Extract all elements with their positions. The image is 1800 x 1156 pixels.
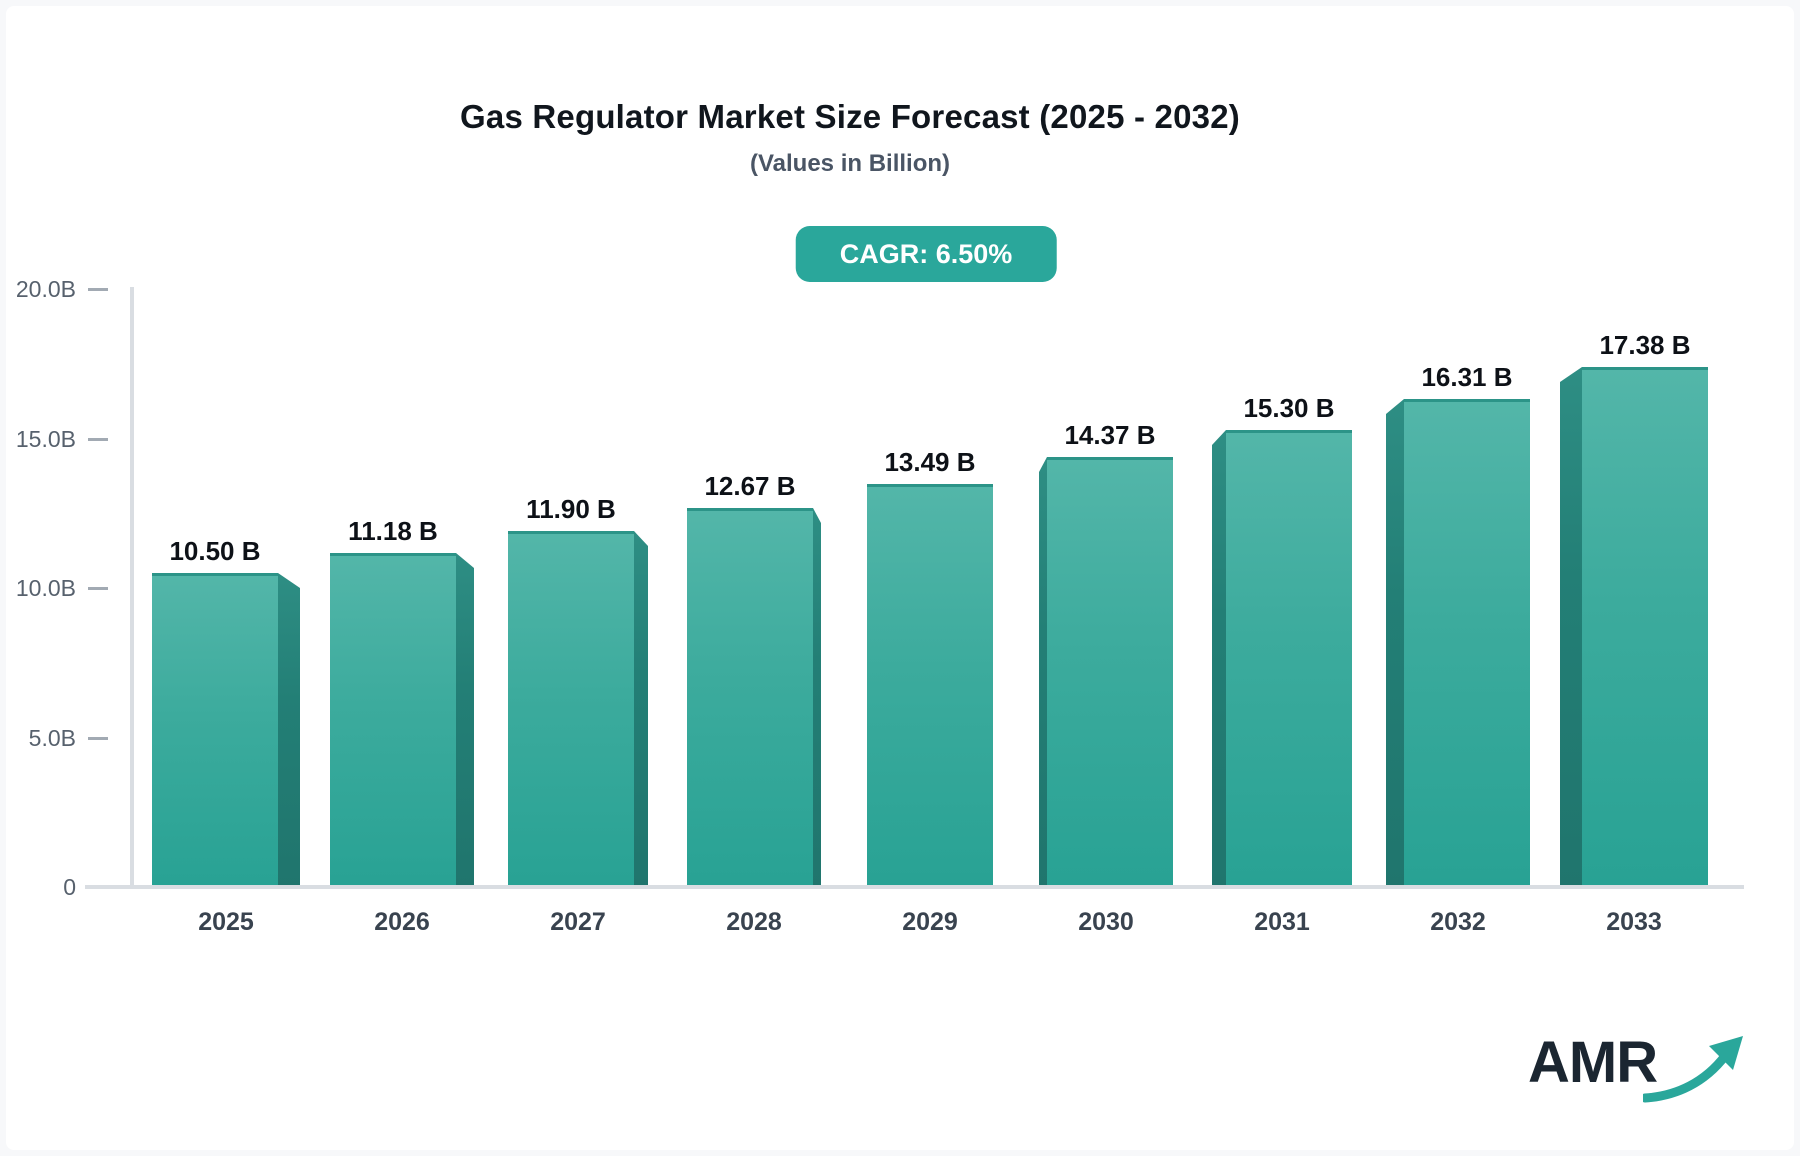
- bar-value-label: 10.50 B: [169, 536, 261, 566]
- x-axis-line: [85, 885, 1744, 889]
- logo-text: AMR: [1528, 1030, 1658, 1095]
- bar-side-face: [634, 531, 648, 887]
- bar: [1560, 367, 1708, 887]
- y-tick-dash: [88, 288, 108, 291]
- bar-side-face: [278, 573, 300, 887]
- bar: [152, 573, 300, 887]
- x-tick-label: 2028: [726, 908, 782, 936]
- bar-value-label: 13.49 B: [884, 447, 976, 477]
- bar-main-face: [1226, 430, 1352, 887]
- bar-side-face: [1560, 367, 1582, 887]
- x-tick-label: 2033: [1606, 908, 1662, 936]
- bar: [508, 531, 648, 887]
- bar-value-label: 16.31 B: [1421, 362, 1513, 392]
- bar-main-face: [152, 573, 278, 887]
- y-tick-label: 20.0B: [15, 276, 76, 302]
- bar-chart-plot-area: 20.0B 15.0B 10.0B 5.0B 0 10.50 B 2025 11.18 B 20…: [6, 6, 1794, 1150]
- y-tick-dash: [88, 587, 108, 590]
- y-tick-label: 0: [63, 874, 76, 900]
- y-tick-label: 10.0B: [15, 575, 76, 601]
- bar: [867, 484, 993, 887]
- chart-title: Gas Regulator Market Size Forecast (2025…: [460, 98, 1240, 135]
- bar-value-label: 11.90 B: [526, 494, 616, 524]
- bar: [1039, 457, 1173, 887]
- x-tick-label: 2029: [902, 908, 958, 936]
- chart-subtitle: (Values in Billion): [749, 150, 951, 177]
- bar: [330, 553, 474, 887]
- x-tick-label: 2027: [550, 908, 606, 936]
- bar-value-label: 17.38 B: [1599, 330, 1691, 360]
- bar-main-face: [330, 553, 456, 887]
- bar: [1212, 430, 1352, 887]
- bar-main-face: [508, 531, 634, 887]
- amr-logo: AMR: [1528, 1032, 1747, 1104]
- bar-value-label: 15.30 B: [1243, 393, 1335, 423]
- bar-side-face: [1212, 430, 1226, 887]
- chart-card: Gas Regulator Market Size Forecast (2025…: [6, 6, 1794, 1150]
- x-tick-label: 2025: [198, 908, 254, 936]
- bar-side-face: [1386, 399, 1404, 887]
- bar-side-face: [456, 553, 474, 887]
- y-tick-dash: [88, 736, 108, 740]
- growth-arrow-icon: [1643, 1036, 1744, 1103]
- bar-side-face: [1039, 457, 1047, 887]
- bar-main-face: [867, 484, 993, 887]
- x-tick-label: 2030: [1078, 908, 1134, 936]
- bar-side-face: [813, 508, 821, 887]
- bar-main-face: [1047, 457, 1173, 887]
- cagr-badge: CAGR: 6.50%: [795, 226, 1057, 282]
- bar-main-face: [1582, 367, 1708, 887]
- y-tick-label: 15.0B: [15, 425, 76, 452]
- x-tick-label: 2031: [1254, 908, 1310, 936]
- y-axis-line: [130, 287, 134, 889]
- bar-value-label: 14.37 B: [1064, 420, 1156, 450]
- y-tick-label: 5.0B: [28, 724, 76, 751]
- bar-main-face: [687, 508, 813, 887]
- bar-main-face: [1404, 399, 1530, 887]
- x-tick-label: 2026: [374, 908, 430, 936]
- bar-value-label: 12.67 B: [704, 471, 796, 501]
- y-tick-dash: [88, 437, 108, 441]
- bar-value-label: 11.18 B: [348, 516, 438, 546]
- bar: [1386, 399, 1530, 887]
- bar: [687, 508, 821, 887]
- x-tick-label: 2032: [1430, 908, 1486, 936]
